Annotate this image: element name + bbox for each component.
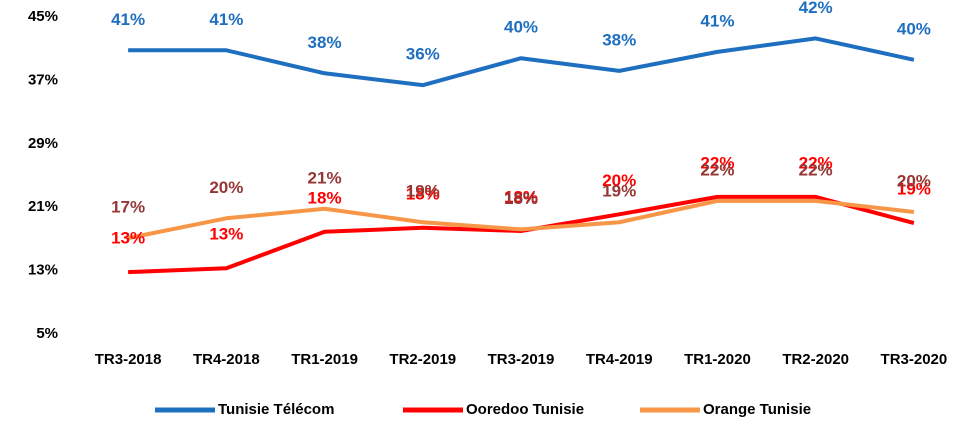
legend-label: Tunisie Télécom <box>218 401 334 418</box>
x-tick-label: TR1-2020 <box>684 351 751 368</box>
data-label: 18% <box>504 189 538 208</box>
data-label: 13% <box>209 225 243 244</box>
data-label: 41% <box>111 10 145 29</box>
y-tick-label: 21% <box>28 198 58 215</box>
x-tick-label: TR3-2020 <box>881 351 948 368</box>
y-tick-label: 29% <box>28 135 58 152</box>
data-label: 18% <box>406 184 440 203</box>
data-label: 20% <box>209 178 243 197</box>
data-label: 41% <box>700 11 734 30</box>
series-line <box>128 194 915 275</box>
x-tick-label: TR2-2019 <box>389 351 456 368</box>
data-label: 42% <box>799 0 833 17</box>
data-label: 38% <box>602 30 636 49</box>
data-label: 13% <box>111 229 145 248</box>
series-line <box>127 198 915 241</box>
x-tick-label: TR4-2019 <box>586 351 653 368</box>
data-label: 20% <box>897 171 931 190</box>
data-label: 19% <box>406 182 440 201</box>
data-label: 41% <box>209 10 243 29</box>
x-tick-label: TR3-2019 <box>488 351 555 368</box>
x-tick-label: TR4-2018 <box>193 351 260 368</box>
y-tick-label: 45% <box>28 8 58 25</box>
data-label: 40% <box>504 18 538 37</box>
data-label: 22% <box>700 153 734 172</box>
data-label: 17% <box>111 198 145 217</box>
data-label: 22% <box>799 153 833 172</box>
data-label: 38% <box>308 33 342 52</box>
legend-label: Ooredoo Tunisie <box>466 401 584 418</box>
data-label: 20% <box>602 171 636 190</box>
x-tick-label: TR1-2019 <box>291 351 358 368</box>
data-label: 18% <box>504 187 538 206</box>
x-tick-label: TR3-2018 <box>95 351 162 368</box>
x-tick-label: TR2-2020 <box>782 351 849 368</box>
data-label: 21% <box>308 168 342 187</box>
series-line <box>128 36 915 88</box>
y-tick-label: 37% <box>28 71 58 88</box>
y-tick-label: 5% <box>36 325 58 342</box>
data-label: 19% <box>602 182 636 201</box>
data-label: 22% <box>799 160 833 179</box>
data-label: 22% <box>700 160 734 179</box>
data-label: 40% <box>897 19 931 38</box>
legend-label: Orange Tunisie <box>703 401 811 418</box>
data-label: 19% <box>897 180 931 199</box>
data-label: 36% <box>406 45 440 64</box>
data-label: 18% <box>308 188 342 207</box>
y-tick-label: 13% <box>28 262 58 279</box>
